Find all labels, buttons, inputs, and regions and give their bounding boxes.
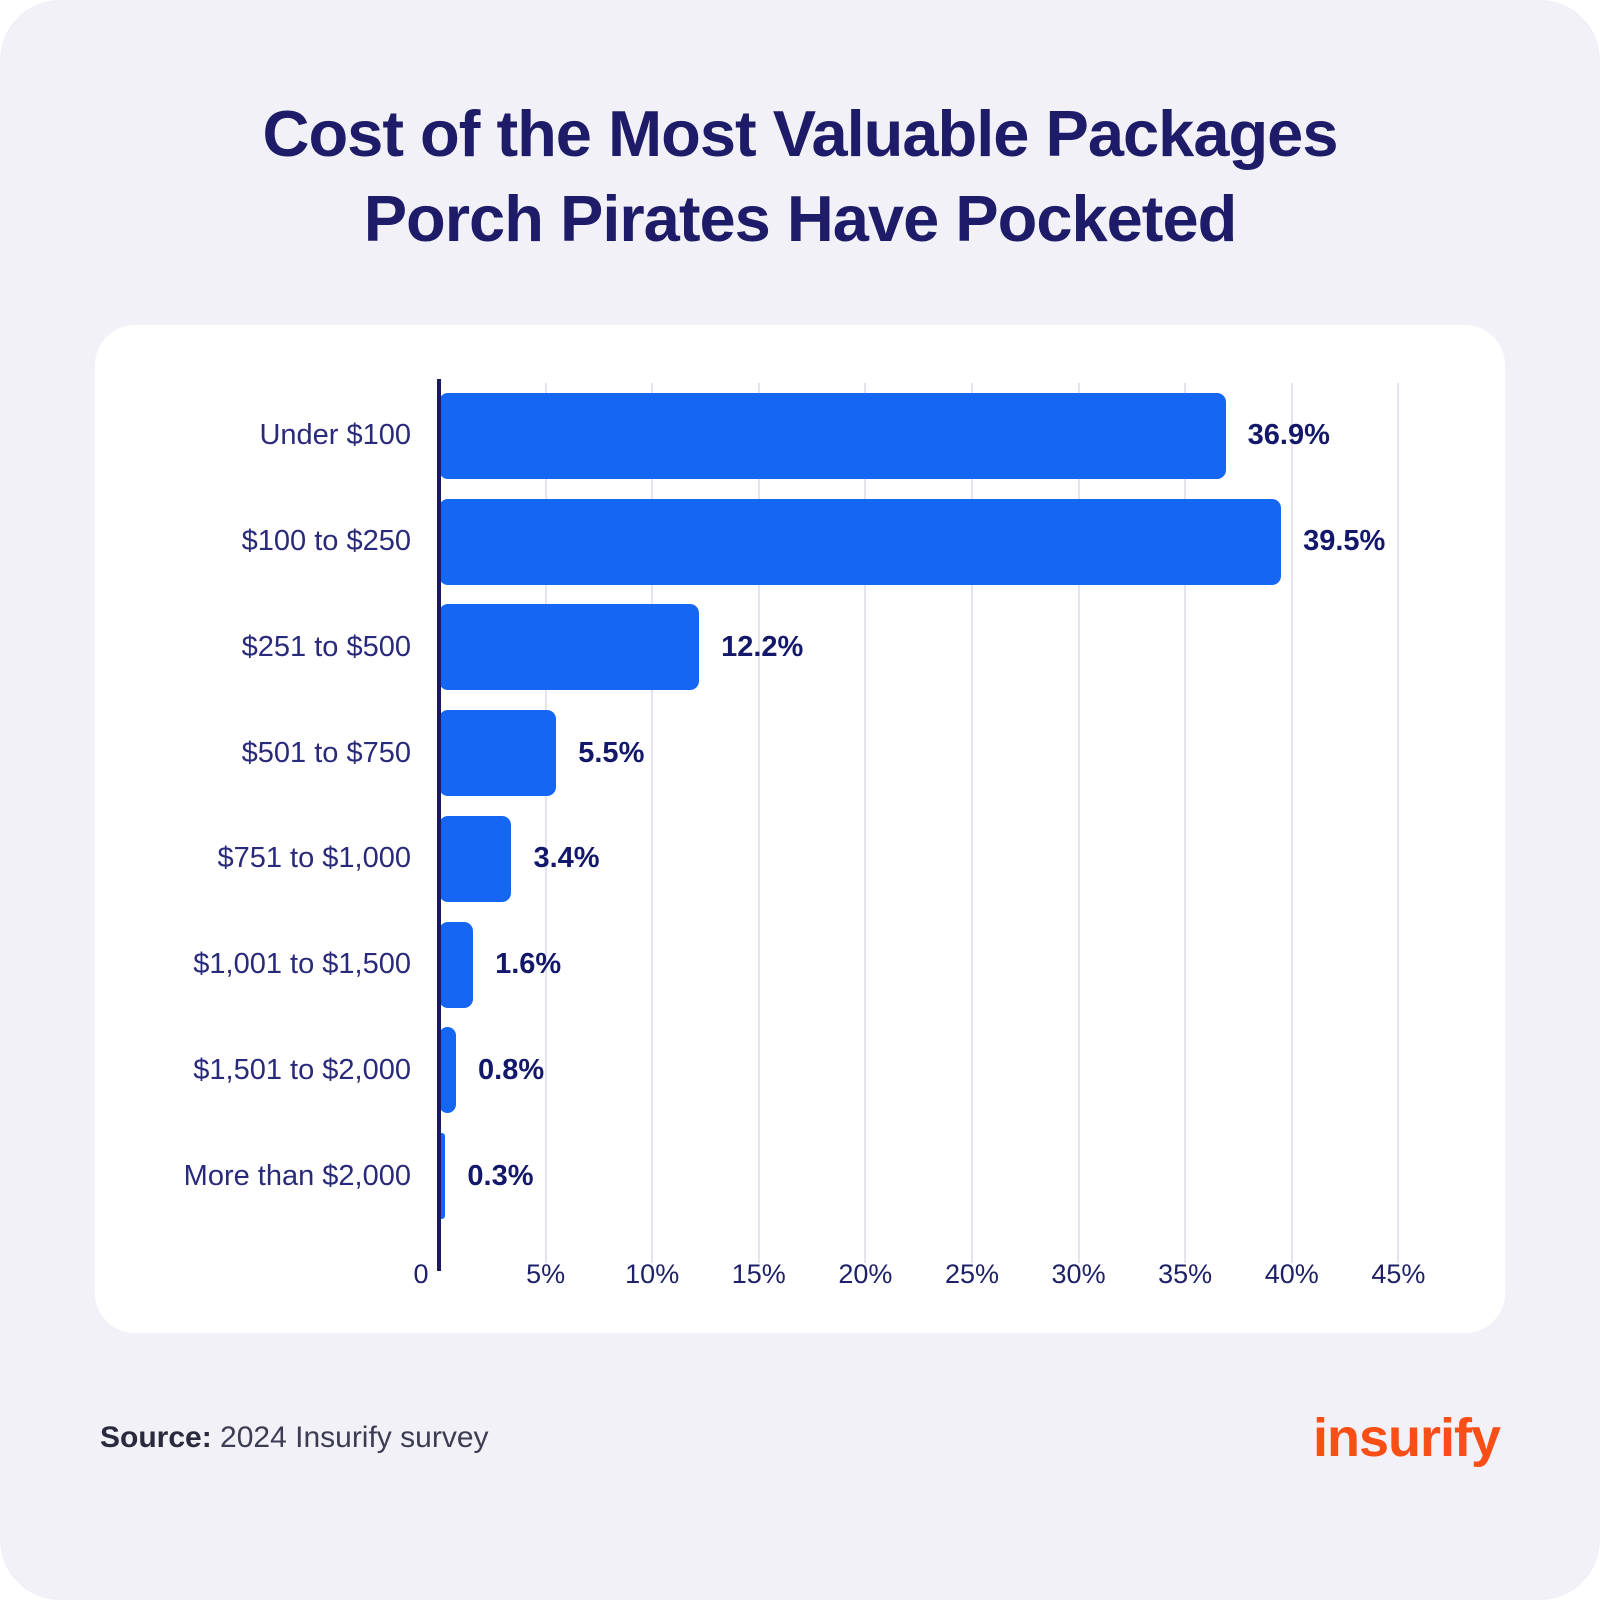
bar-row: 3.4% — [439, 806, 1441, 912]
y-axis-label: $751 to $1,000 — [217, 842, 411, 875]
y-axis-line — [437, 379, 441, 1271]
value-label: 1.6% — [495, 948, 562, 981]
value-label: 5.5% — [578, 736, 645, 769]
gridline — [970, 383, 973, 1263]
axis-corner — [143, 1229, 439, 1293]
y-axis-label: $1,001 to $1,500 — [193, 948, 411, 981]
bar-row: 1.6% — [439, 912, 1441, 1018]
bar-chart: Under $100 $100 to $250 $251 to $500 $50… — [143, 379, 1441, 1293]
bar — [439, 921, 474, 1008]
gridline — [864, 383, 867, 1263]
source-text: 2024 Insurify survey — [211, 1421, 489, 1454]
bar — [439, 1027, 457, 1114]
x-axis-tick: 35% — [1158, 1259, 1213, 1289]
bar-row: 5.5% — [439, 700, 1441, 806]
x-axis: 0 5% 10% 15% 20% 25% 30% 35% 40% 45% — [413, 1229, 1441, 1293]
x-axis-tick: 15% — [731, 1259, 786, 1289]
value-label: 39.5% — [1303, 525, 1386, 558]
y-axis-label: More than $2,000 — [183, 1159, 411, 1192]
page-title-line-1: Cost of the Most Valuable Packages — [262, 97, 1339, 170]
gridline — [757, 383, 760, 1263]
y-axis-label: $1,501 to $2,000 — [193, 1053, 411, 1086]
x-axis-tick: 30% — [1051, 1259, 1106, 1289]
value-label: 0.8% — [478, 1053, 545, 1086]
x-axis-tick: 0 — [413, 1259, 429, 1289]
gridline — [1184, 383, 1187, 1263]
source-label: Source: — [100, 1421, 212, 1454]
value-label: 0.3% — [467, 1159, 534, 1192]
bar-row: 36.9% — [439, 383, 1441, 489]
bar-row: 0.3% — [439, 1123, 1441, 1229]
bar-row: 0.8% — [439, 1018, 1441, 1124]
x-axis-tick: 25% — [944, 1259, 999, 1289]
gridline — [1290, 383, 1293, 1263]
x-axis-tick: 5% — [526, 1259, 566, 1289]
source-note: Source: 2024 Insurify survey — [100, 1421, 489, 1455]
x-axis-tick: 45% — [1371, 1259, 1426, 1289]
x-axis-tick: 20% — [838, 1259, 893, 1289]
gridline — [651, 383, 654, 1263]
y-axis-labels: Under $100 $100 to $250 $251 to $500 $50… — [143, 383, 439, 1229]
bar — [439, 815, 512, 902]
bar — [439, 604, 700, 691]
gridline — [1397, 383, 1400, 1263]
gridline — [544, 383, 547, 1263]
page-title-line-2: Porch Pirates Have Pocketed — [363, 181, 1238, 255]
bar — [439, 392, 1226, 479]
bar — [439, 498, 1282, 585]
x-axis-tick: 40% — [1264, 1259, 1319, 1289]
insurify-logo: insurify — [1312, 1408, 1501, 1468]
bar — [439, 710, 557, 797]
gridlines — [437, 379, 1441, 1271]
footer: Source: 2024 Insurify survey insurify — [100, 1407, 1501, 1469]
value-label: 3.4% — [533, 842, 600, 875]
value-label: 12.2% — [721, 630, 804, 663]
bar — [439, 1133, 446, 1220]
chart-card: Under $100 $100 to $250 $251 to $500 $50… — [95, 325, 1505, 1333]
page-title: Cost of the Most Valuable Packages Porch… — [0, 0, 1600, 261]
y-axis-label: $100 to $250 — [241, 525, 411, 558]
y-axis-label: $501 to $750 — [241, 736, 411, 769]
x-axis-tick: 10% — [625, 1259, 680, 1289]
bar-row: 12.2% — [439, 595, 1441, 701]
bar-row: 39.5% — [439, 489, 1441, 595]
value-label: 36.9% — [1247, 419, 1330, 452]
gridline — [1077, 383, 1080, 1263]
plot-area: 36.9% 39.5% 12.2% 5.5% — [437, 379, 1441, 1271]
y-axis-label: Under $100 — [259, 419, 411, 452]
y-axis-label: $251 to $500 — [241, 630, 411, 663]
